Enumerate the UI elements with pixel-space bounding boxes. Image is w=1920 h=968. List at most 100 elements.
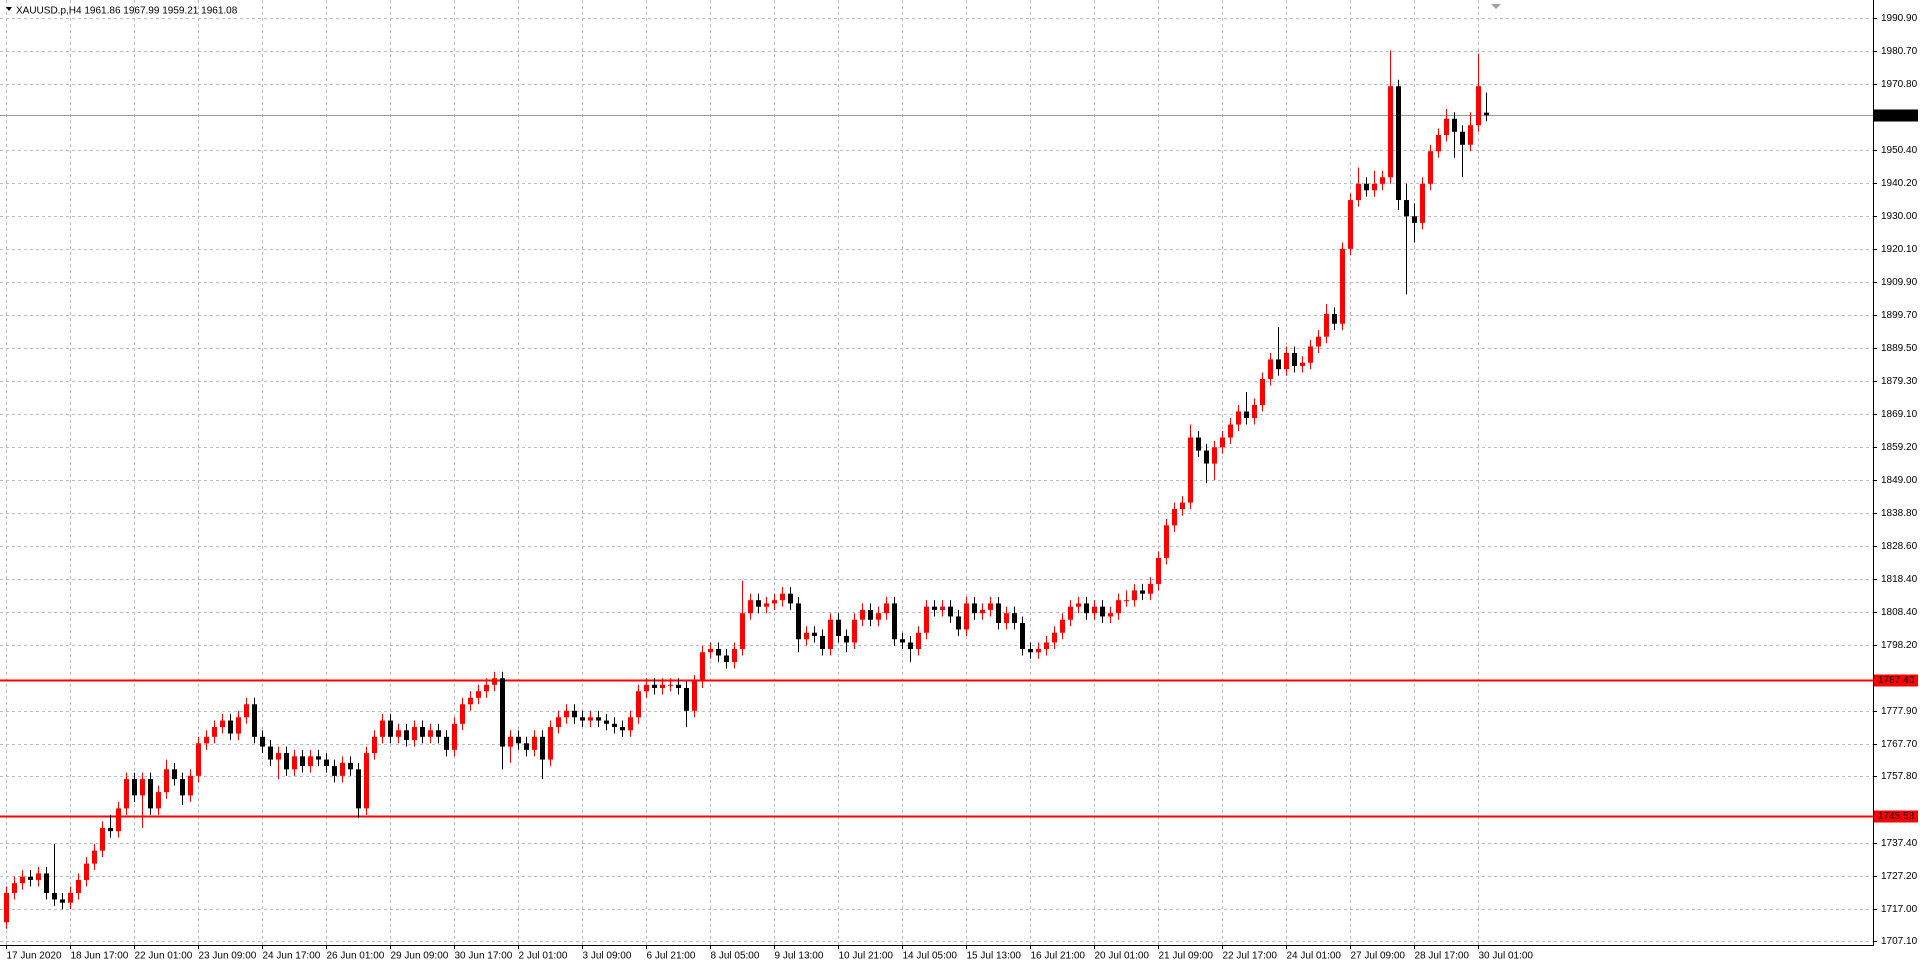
symbol-menu-arrow[interactable]	[6, 7, 12, 11]
candle-body	[860, 609, 865, 620]
candle-body	[1364, 183, 1369, 191]
candle-body	[148, 779, 153, 809]
candle-body	[4, 892, 9, 923]
candle-body	[1340, 248, 1345, 324]
y-tick-label: 1889.50	[1881, 343, 1918, 354]
candle-body	[892, 603, 897, 640]
candle-body	[388, 720, 393, 737]
candle-body	[444, 736, 449, 750]
y-tick-label: 1717.00	[1881, 904, 1918, 915]
candle-body	[1172, 509, 1177, 526]
y-tick-label: 1909.90	[1881, 277, 1918, 288]
candle-body	[1100, 606, 1105, 617]
candle-body	[1468, 125, 1473, 145]
candle-body	[108, 827, 113, 832]
candle-body	[36, 873, 41, 880]
candle-body	[1308, 346, 1313, 363]
candle-body	[1028, 648, 1033, 653]
y-tick-label: 1707.10	[1881, 936, 1918, 947]
candle-body	[1156, 557, 1161, 584]
candle-body	[68, 892, 73, 903]
candle-body	[236, 717, 241, 734]
candle-body	[836, 619, 841, 636]
candle-body	[1188, 437, 1193, 503]
y-tick-label: 1757.80	[1881, 771, 1918, 782]
candle-body	[204, 736, 209, 744]
candle-body	[684, 688, 689, 711]
candle-body	[228, 720, 233, 734]
candle-body	[1116, 600, 1121, 614]
candle-body	[996, 603, 1001, 623]
candle-layer	[4, 50, 1489, 929]
x-tick-label: 27 Jul 09:00	[1351, 951, 1406, 962]
candle-body	[1052, 632, 1057, 643]
y-tick-label: 1849.00	[1881, 475, 1918, 486]
candle-body	[1204, 450, 1209, 464]
candle-body	[756, 600, 761, 607]
candle-body	[588, 717, 593, 721]
candle-body	[524, 743, 529, 750]
price-level-label: 1961.08	[1878, 110, 1915, 121]
chart-title: XAUUSD.p,H4 1961.86 1967.99 1959.21 1961…	[16, 6, 238, 17]
candle-body	[820, 635, 825, 649]
candle-body	[916, 632, 921, 649]
y-tick-label: 1930.00	[1881, 211, 1918, 222]
candle-body	[1196, 437, 1201, 451]
candle-body	[1356, 183, 1361, 201]
y-tick-label: 1899.70	[1881, 310, 1918, 321]
candle-body	[988, 603, 993, 610]
candle-body	[644, 684, 649, 692]
candle-body	[828, 619, 833, 649]
candle-body	[1108, 613, 1113, 617]
candle-body	[1388, 86, 1393, 178]
candle-body	[1476, 86, 1481, 126]
candle-body	[60, 899, 65, 903]
candle-body	[372, 736, 377, 754]
candle-body	[1140, 590, 1145, 594]
y-tick-label: 1737.40	[1881, 838, 1918, 849]
candle-body	[812, 632, 817, 636]
price-level-box	[1874, 109, 1918, 122]
x-tick-label: 14 Jul 05:00	[903, 951, 958, 962]
candle-body	[964, 603, 969, 630]
x-tick-label: 16 Jul 21:00	[1031, 951, 1086, 962]
grid-layer	[0, 0, 1873, 945]
candle-body	[1092, 606, 1097, 614]
candle-body	[1252, 405, 1257, 419]
candle-body	[188, 775, 193, 796]
candle-body	[636, 691, 641, 718]
candle-body	[788, 593, 793, 604]
x-tick-label: 22 Jul 17:00	[1223, 951, 1278, 962]
candle-body	[1124, 600, 1129, 602]
price-level-box	[1874, 674, 1918, 687]
candle-body	[1084, 603, 1089, 614]
candle-body	[940, 606, 945, 610]
candle-body	[700, 652, 705, 682]
candle-body	[772, 600, 777, 604]
candle-body	[556, 717, 561, 728]
y-tick-label: 1970.80	[1881, 79, 1918, 90]
candle-body	[924, 606, 929, 633]
label-layer: 1990.90 1980.70 1970.80 1950.40 1940.20 1930.…	[6, 13, 1918, 962]
candle-body	[980, 609, 985, 614]
x-tick-label: 22 Jun 01:00	[135, 951, 193, 962]
y-tick-label: 1859.20	[1881, 442, 1918, 453]
x-tick-label: 24 Jun 17:00	[263, 951, 321, 962]
y-tick-label: 1879.30	[1881, 376, 1918, 387]
candle-body	[20, 876, 25, 884]
candle-body	[1076, 603, 1081, 607]
candle-body	[124, 779, 129, 809]
candle-body	[44, 873, 49, 893]
price-level-label: 1787.40	[1878, 675, 1915, 686]
candle-body	[324, 759, 329, 767]
candle-body	[164, 769, 169, 793]
candle-body	[1012, 613, 1017, 623]
candle-body	[196, 743, 201, 776]
candle-body	[452, 723, 457, 750]
candle-body	[1268, 359, 1273, 379]
x-tick-label: 30 Jul 01:00	[1479, 951, 1534, 962]
candle-body	[252, 704, 257, 737]
candle-body	[956, 616, 961, 630]
price-level-box	[1874, 810, 1918, 823]
candle-body	[476, 691, 481, 698]
